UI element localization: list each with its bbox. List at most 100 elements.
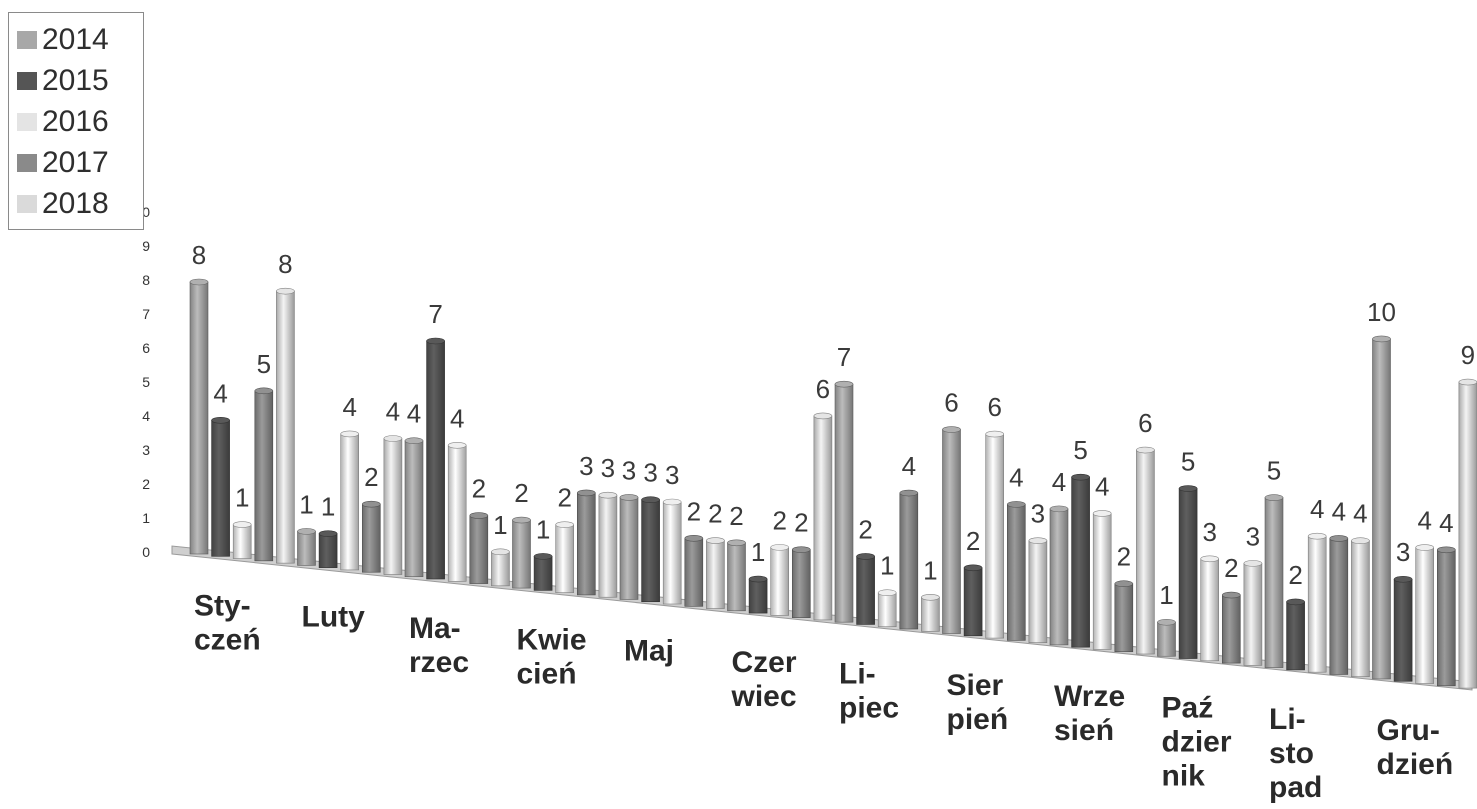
value-label-2016-10: 4 xyxy=(1310,494,1324,524)
value-label-2015-6: 2 xyxy=(858,514,872,544)
bar-2016-8 xyxy=(1092,510,1112,650)
value-label-2016-4: 3 xyxy=(665,460,679,490)
category-label-3: Kwie cień xyxy=(517,623,587,690)
y-tick-label: 2 xyxy=(142,476,150,492)
value-label-2015-8: 5 xyxy=(1073,435,1087,465)
value-label-2014-11: 10 xyxy=(1367,297,1396,327)
bar-2014-6 xyxy=(834,380,854,623)
bar-2014-4 xyxy=(619,494,639,600)
legend-item-2014: 2014 xyxy=(17,19,143,60)
legend-label-2014: 2014 xyxy=(42,22,109,56)
bar-2018-10 xyxy=(1351,537,1370,678)
value-label-2014-7: 6 xyxy=(944,388,958,418)
value-label-2017-11: 4 xyxy=(1439,508,1453,538)
bar-2016-4 xyxy=(662,498,682,605)
bar-2017-4 xyxy=(684,534,704,607)
category-label-10: Li-sto pad xyxy=(1269,703,1322,804)
value-label-2015-10: 2 xyxy=(1288,560,1302,590)
legend-item-2015: 2015 xyxy=(17,60,143,101)
bar-2017-0 xyxy=(254,387,274,562)
value-label-2018-6: 1 xyxy=(923,555,937,585)
value-label-2017-5: 2 xyxy=(794,508,808,538)
y-tick-label: 9 xyxy=(142,238,150,254)
value-label-2014-6: 7 xyxy=(837,342,851,372)
value-label-2017-8: 2 xyxy=(1117,542,1131,572)
value-label-2017-9: 2 xyxy=(1224,553,1238,583)
legend-label-2018: 2018 xyxy=(42,186,109,220)
legend-item-2017: 2017 xyxy=(17,142,143,183)
value-label-2015-4: 3 xyxy=(643,458,657,488)
value-label-2016-0: 1 xyxy=(235,483,249,513)
value-label-2018-11: 9 xyxy=(1461,340,1475,370)
bar-2014-8 xyxy=(1049,505,1069,646)
value-label-2018-8: 6 xyxy=(1138,408,1152,438)
value-label-2018-1: 4 xyxy=(386,396,400,426)
value-label-2014-9: 1 xyxy=(1159,580,1173,610)
value-label-2018-0: 8 xyxy=(278,249,292,279)
bar-2016-0 xyxy=(232,521,252,559)
bar-2015-6 xyxy=(856,553,875,625)
legend: 2014 2015 2016 2017 2018 xyxy=(8,12,144,230)
bar-2017-6 xyxy=(899,489,919,630)
bar-2015-7 xyxy=(963,564,983,637)
value-label-2017-6: 4 xyxy=(902,451,916,481)
bar-2018-5 xyxy=(813,412,833,621)
bar-2016-1 xyxy=(340,430,360,571)
value-label-2016-1: 4 xyxy=(342,392,356,422)
value-label-2017-1: 2 xyxy=(364,462,378,492)
value-label-2015-11: 3 xyxy=(1396,537,1410,567)
category-label-8: Wrze sień xyxy=(1054,680,1125,747)
value-label-2016-9: 3 xyxy=(1202,517,1216,547)
category-label-5: Czer wiec xyxy=(731,646,797,713)
value-label-2018-2: 1 xyxy=(493,510,507,540)
bar-2018-9 xyxy=(1243,560,1263,666)
legend-swatch-2016 xyxy=(17,112,37,131)
bar-2014-1 xyxy=(297,528,316,566)
bar-2015-5 xyxy=(748,575,768,614)
y-tick-label: 3 xyxy=(142,442,150,458)
bar-2015-11 xyxy=(1393,575,1413,682)
value-label-2014-8: 4 xyxy=(1052,467,1066,497)
bar-2014-5 xyxy=(727,539,746,612)
value-label-2016-6: 1 xyxy=(880,551,894,581)
value-label-2018-7: 3 xyxy=(1031,499,1045,529)
bar-2018-3 xyxy=(598,491,618,598)
bar-2018-1 xyxy=(383,435,403,575)
bar-2016-6 xyxy=(877,589,897,628)
value-label-2014-0: 8 xyxy=(192,240,206,270)
category-label-6: Li-piec xyxy=(839,657,899,724)
category-label-11: Gru-dzień xyxy=(1377,714,1454,781)
bar-2017-11 xyxy=(1437,546,1456,687)
bar-2014-3 xyxy=(512,516,531,589)
value-label-2017-3: 3 xyxy=(579,451,593,481)
bar-2016-2 xyxy=(447,441,467,582)
bar-2016-3 xyxy=(555,521,575,593)
y-tick-label: 8 xyxy=(142,272,150,288)
bar-2017-10 xyxy=(1329,535,1349,675)
value-label-2017-4: 2 xyxy=(687,496,701,526)
legend-swatch-2018 xyxy=(17,194,37,213)
bar-2017-3 xyxy=(576,489,596,596)
bar-2014-11 xyxy=(1372,335,1391,680)
bar-2017-7 xyxy=(1006,501,1026,641)
legend-item-2016: 2016 xyxy=(17,101,143,142)
value-label-2015-3: 1 xyxy=(536,514,550,544)
value-label-2016-2: 4 xyxy=(450,403,464,433)
value-label-2016-8: 4 xyxy=(1095,471,1109,501)
value-label-2014-2: 4 xyxy=(407,399,421,429)
bar-2017-2 xyxy=(469,512,489,584)
category-label-9: Paź dzier nik xyxy=(1162,692,1232,793)
value-label-2015-9: 5 xyxy=(1181,447,1195,477)
category-label-0: Sty-czeń xyxy=(194,589,261,656)
y-tick-label: 1 xyxy=(142,510,150,526)
category-label-4: Maj xyxy=(624,635,674,668)
category-label-1: Luty xyxy=(302,601,366,634)
bar-2014-10 xyxy=(1264,494,1284,668)
bar-2015-3 xyxy=(533,553,553,591)
bar-2015-0 xyxy=(211,416,230,557)
value-label-2015-0: 4 xyxy=(213,378,227,408)
legend-item-2018: 2018 xyxy=(17,183,143,224)
bar-2015-2 xyxy=(426,337,445,580)
value-label-2015-2: 7 xyxy=(428,299,442,329)
value-label-2016-3: 2 xyxy=(557,483,571,513)
